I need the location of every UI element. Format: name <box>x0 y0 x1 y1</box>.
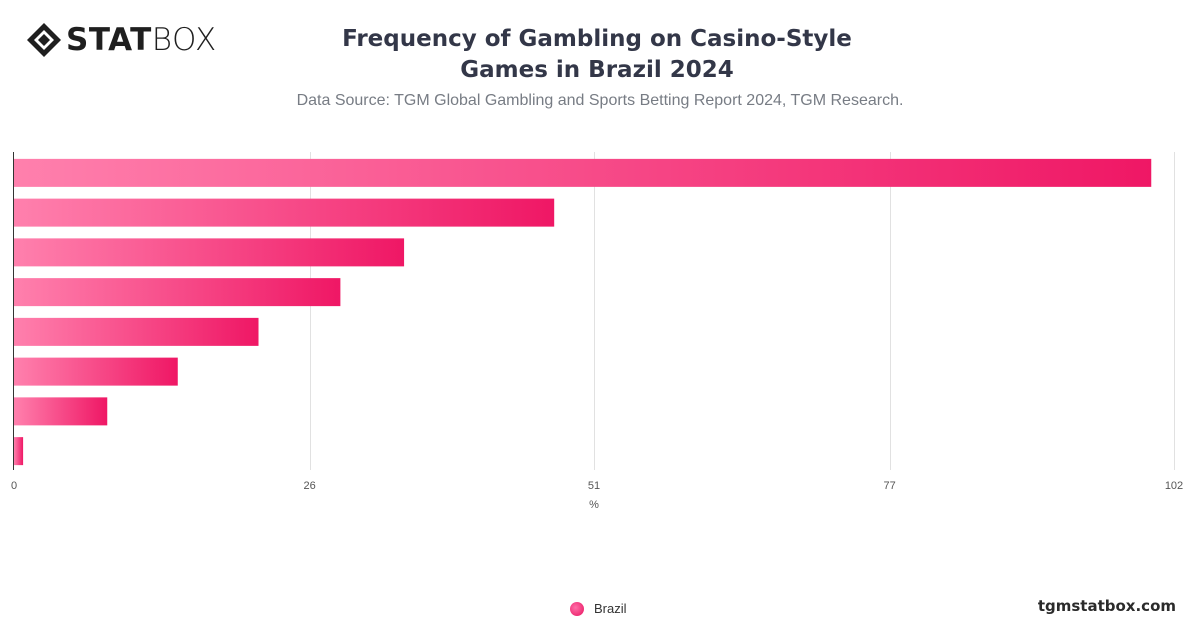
x-axis-label: % <box>589 499 599 511</box>
bar[interactable] <box>14 198 555 227</box>
x-tick-label: 26 <box>304 480 316 492</box>
x-tick-label: 77 <box>884 480 896 492</box>
x-tick-label: 0 <box>11 480 17 492</box>
legend-item-brazil[interactable]: Brazil <box>570 601 627 616</box>
logo-text-bold: STAT <box>66 22 152 58</box>
chart-subtitle: Data Source: TGM Global Gambling and Spo… <box>296 92 904 109</box>
bar[interactable] <box>14 357 178 386</box>
bar[interactable] <box>14 158 1152 187</box>
bar[interactable] <box>14 238 405 267</box>
website-label: tgmstatbox.com <box>1037 597 1176 615</box>
bar[interactable] <box>14 397 108 426</box>
bar[interactable] <box>14 278 341 307</box>
legend-label: Brazil <box>594 601 627 616</box>
logo-text: STATBOX <box>66 22 217 58</box>
x-tick-label: 102 <box>1165 480 1183 492</box>
bars <box>14 158 1152 466</box>
statbox-logo-icon <box>27 23 61 57</box>
statbox-logo: STATBOX <box>26 22 217 58</box>
legend-marker <box>570 601 584 616</box>
bar[interactable] <box>14 317 259 346</box>
x-axis-ticks: 0 26 51 77 102 <box>11 480 1183 492</box>
x-tick-label: 51 <box>588 480 600 492</box>
logo-text-light: BOX <box>151 22 217 58</box>
chart-title: Frequency of Gambling on Casino-Style Ga… <box>342 26 852 83</box>
bar[interactable] <box>14 437 24 466</box>
